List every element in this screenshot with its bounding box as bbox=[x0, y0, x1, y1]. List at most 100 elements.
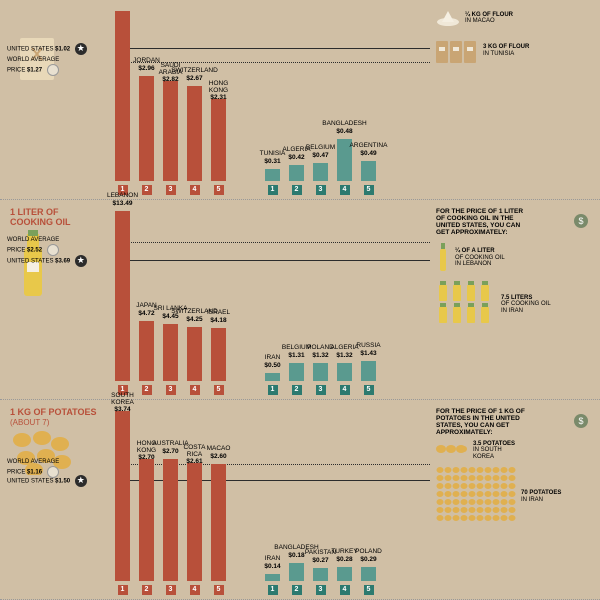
avg-badge: WORLD AVERAGEPRICE $1.27 bbox=[7, 57, 59, 76]
globe-icon bbox=[47, 64, 59, 76]
side-item: 3 KG OF FLOURIN TUNISIA bbox=[436, 35, 594, 68]
section-oil: 1 LITER OFCOOKING OIL UNITED STATES $3.69… bbox=[0, 200, 600, 400]
side-panel: $FOR THE PRICE OF 1 KG OFPOTATOES IN THE… bbox=[436, 408, 594, 533]
bar-high-1: LEBANON$13.491 bbox=[115, 211, 130, 381]
bar-low-1: IRAN$0.141 bbox=[265, 574, 280, 581]
bar-rank: 1 bbox=[268, 585, 278, 595]
bottle1-icon bbox=[436, 241, 450, 276]
bar-rank: 1 bbox=[118, 585, 128, 595]
chart-flour: UNITED STATES $1.02 ★WORLD AVERAGEPRICE … bbox=[115, 10, 430, 181]
side-panel: ¼ KG OF FLOURIN MACAO 3 KG OF FLOURIN TUN… bbox=[436, 8, 594, 73]
bar-rank: 1 bbox=[268, 185, 278, 195]
bar-label: MACAO$2.60 bbox=[207, 446, 231, 460]
bar-label: POLAND$0.29 bbox=[355, 549, 382, 563]
bar-low-5: ARGENTINA$0.495 bbox=[361, 161, 376, 181]
star-icon: ★ bbox=[75, 475, 87, 487]
avg-line: WORLD AVERAGEPRICE $2.52 bbox=[115, 242, 430, 243]
section-title: 1 LITER OFCOOKING OIL bbox=[10, 208, 71, 228]
bar-low-2: BELGIUM$1.312 bbox=[289, 363, 304, 381]
bar-rank: 4 bbox=[340, 585, 350, 595]
bar-high-3: SAUDIARABIA$2.823 bbox=[163, 81, 178, 181]
us-badge: UNITED STATES $3.69 ★ bbox=[7, 255, 87, 267]
flourpile-icon bbox=[436, 8, 460, 29]
bar-low-3: PAKISTAN$0.273 bbox=[313, 568, 328, 581]
avg-badge: WORLD AVERAGEPRICE $1.16 bbox=[7, 459, 59, 478]
bar-high-4: COSTARICA$2.614 bbox=[187, 463, 202, 581]
bar-label: ARGENTINA$0.49 bbox=[350, 143, 388, 157]
bar-rank: 5 bbox=[364, 585, 374, 595]
flourbags-icon bbox=[436, 35, 478, 68]
bar-rank: 3 bbox=[316, 585, 326, 595]
bar-high-3: SRI LANKA$4.453 bbox=[163, 324, 178, 381]
bar-rank: 4 bbox=[190, 385, 200, 395]
bar-high-4: SWITZERLAND$2.674 bbox=[187, 86, 202, 181]
bar-rank: 2 bbox=[292, 385, 302, 395]
bar-label: BANGLADESH$0.48 bbox=[322, 121, 366, 135]
bar-rank: 2 bbox=[292, 185, 302, 195]
side-item: 70 POTATOESIN IRAN bbox=[436, 466, 594, 527]
side-head: FOR THE PRICE OF 1 KG OFPOTATOES IN THE … bbox=[436, 408, 594, 437]
bar-rank: 4 bbox=[190, 585, 200, 595]
side-panel: $FOR THE PRICE OF 1 LITEROF COOKING OIL … bbox=[436, 208, 594, 334]
bar-label: ISRAEL$4.18 bbox=[207, 310, 230, 324]
bar-rank: 5 bbox=[364, 385, 374, 395]
bar-rank: 2 bbox=[292, 585, 302, 595]
bar-rank: 3 bbox=[166, 585, 176, 595]
bar-high-5: MACAO$2.605 bbox=[211, 464, 226, 581]
globe-icon bbox=[47, 466, 59, 478]
section-flour: UNITED STATES $1.02 ★ WORLD AVERAGEPRICE … bbox=[0, 0, 600, 200]
bar-low-5: POLAND$0.295 bbox=[361, 567, 376, 581]
side-item: 7.5 LITERSOF COOKING OILIN IRAN bbox=[436, 281, 594, 328]
bar-label: LEBANON$13.49 bbox=[107, 193, 138, 207]
bar-rank: 5 bbox=[214, 385, 224, 395]
bar-label: ALGERIA$1.32 bbox=[330, 345, 358, 359]
dollar-icon: $ bbox=[574, 414, 588, 428]
bar-rank: 5 bbox=[214, 585, 224, 595]
pot70-icon bbox=[436, 466, 516, 527]
bar-rank: 5 bbox=[364, 185, 374, 195]
bar-rank: 3 bbox=[166, 385, 176, 395]
pot3-icon bbox=[436, 443, 468, 458]
bar-high-3: AUSTRALIA$2.703 bbox=[163, 459, 178, 581]
bar-rank: 3 bbox=[166, 185, 176, 195]
bar-rank: 2 bbox=[142, 585, 152, 595]
bar-high-1: 1 bbox=[115, 11, 130, 181]
bar-low-1: TUNISIA$0.311 bbox=[265, 169, 280, 181]
bar-rank: 4 bbox=[340, 185, 350, 195]
bar-low-4: TURKEY$0.284 bbox=[337, 567, 352, 581]
bar-low-5: RUSSIA$1.435 bbox=[361, 361, 376, 381]
bar-low-4: ALGERIA$1.324 bbox=[337, 363, 352, 381]
bar-label: RUSSIA$1.43 bbox=[356, 343, 380, 357]
avg-badge: WORLD AVERAGEPRICE $2.52 bbox=[7, 237, 59, 256]
bar-low-3: BELGIUM$0.473 bbox=[313, 163, 328, 181]
bar-label: HONGKONG$2.31 bbox=[209, 81, 229, 102]
bar-label: JORDAN$2.96 bbox=[133, 58, 160, 72]
bar-rank: 3 bbox=[316, 385, 326, 395]
us-badge: UNITED STATES $1.02 ★ bbox=[7, 43, 87, 55]
bar-high-2: JORDAN$2.962 bbox=[139, 76, 154, 181]
section-title: 1 KG OF POTATOES(ABOUT 7) bbox=[10, 408, 97, 428]
bottles-icon bbox=[436, 281, 496, 328]
globe-icon bbox=[47, 244, 59, 256]
bar-rank: 2 bbox=[142, 385, 152, 395]
bar-low-3: POLAND$1.323 bbox=[313, 363, 328, 381]
side-item: ¼ OF A LITEROF COOKING OILIN LEBANON bbox=[436, 241, 594, 276]
bar-label: BELGIUM$0.47 bbox=[306, 145, 335, 159]
bar-rank: 2 bbox=[142, 185, 152, 195]
bar-rank: 5 bbox=[214, 185, 224, 195]
chart-potatoes: UNITED STATES $1.50 ★WORLD AVERAGEPRICE … bbox=[115, 410, 430, 581]
side-item: ¼ KG OF FLOURIN MACAO bbox=[436, 8, 594, 29]
bar-label: COSTARICA$2.61 bbox=[184, 445, 206, 466]
section-potatoes: 1 KG OF POTATOES(ABOUT 7) UNITED STATES $… bbox=[0, 400, 600, 600]
bar-low-1: IRAN$0.501 bbox=[265, 373, 280, 381]
bar-label: SOUTHKOREA$3.74 bbox=[111, 393, 134, 414]
bar-high-5: HONGKONG$2.315 bbox=[211, 99, 226, 181]
star-icon: ★ bbox=[75, 43, 87, 55]
bar-rank: 3 bbox=[316, 185, 326, 195]
bar-high-5: ISRAEL$4.185 bbox=[211, 328, 226, 381]
side-item: 3.5 POTATOESIN SOUTHKOREA bbox=[436, 441, 594, 461]
bar-high-4: SWITZERLAND$4.254 bbox=[187, 327, 202, 381]
bar-low-2: BANGLADESH$0.182 bbox=[289, 563, 304, 581]
side-head: FOR THE PRICE OF 1 LITEROF COOKING OIL I… bbox=[436, 208, 594, 237]
us-line: UNITED STATES $3.69 ★ bbox=[115, 260, 430, 261]
